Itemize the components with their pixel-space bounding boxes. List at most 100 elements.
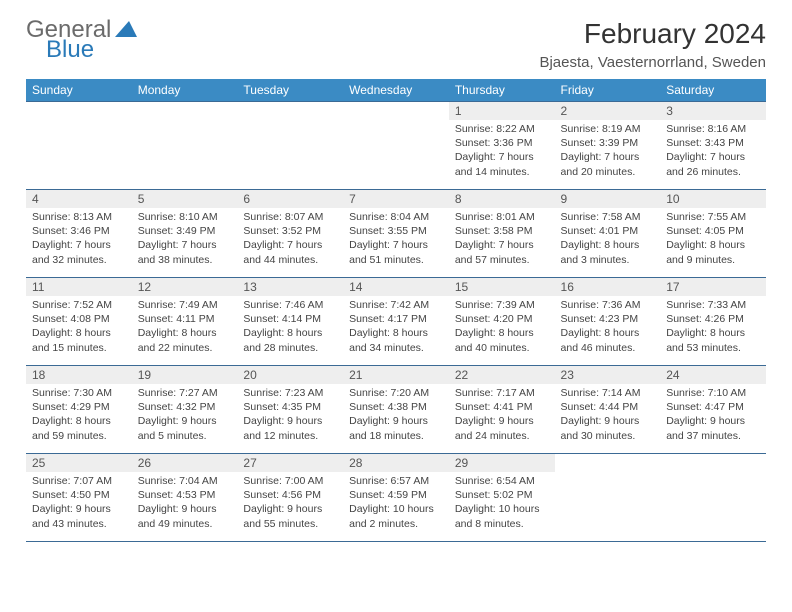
day-details: Sunrise: 6:57 AMSunset: 4:59 PMDaylight:…: [343, 472, 449, 535]
header: General Blue February 2024 Bjaesta, Vaes…: [26, 18, 766, 71]
day-number: 22: [449, 366, 555, 384]
day-details: Sunrise: 8:16 AMSunset: 3:43 PMDaylight:…: [660, 120, 766, 183]
day-details: Sunrise: 7:27 AMSunset: 4:32 PMDaylight:…: [132, 384, 238, 447]
calendar-cell: 12Sunrise: 7:49 AMSunset: 4:11 PMDayligh…: [132, 278, 238, 366]
day-number: 7: [343, 190, 449, 208]
calendar-cell: 7Sunrise: 8:04 AMSunset: 3:55 PMDaylight…: [343, 190, 449, 278]
calendar-cell: 21Sunrise: 7:20 AMSunset: 4:38 PMDayligh…: [343, 366, 449, 454]
day-number: 18: [26, 366, 132, 384]
day-details: Sunrise: 8:22 AMSunset: 3:36 PMDaylight:…: [449, 120, 555, 183]
calendar-cell: 14Sunrise: 7:42 AMSunset: 4:17 PMDayligh…: [343, 278, 449, 366]
day-number: 13: [237, 278, 343, 296]
calendar-cell-empty: [237, 102, 343, 190]
day-details: Sunrise: 7:14 AMSunset: 4:44 PMDaylight:…: [555, 384, 661, 447]
day-number: 28: [343, 454, 449, 472]
calendar-cell: 23Sunrise: 7:14 AMSunset: 4:44 PMDayligh…: [555, 366, 661, 454]
calendar-cell: 8Sunrise: 8:01 AMSunset: 3:58 PMDaylight…: [449, 190, 555, 278]
calendar-row: 25Sunrise: 7:07 AMSunset: 4:50 PMDayligh…: [26, 454, 766, 542]
day-details: Sunrise: 7:17 AMSunset: 4:41 PMDaylight:…: [449, 384, 555, 447]
day-details: Sunrise: 7:52 AMSunset: 4:08 PMDaylight:…: [26, 296, 132, 359]
day-number: 5: [132, 190, 238, 208]
day-number: 21: [343, 366, 449, 384]
calendar-cell-empty: [660, 454, 766, 542]
day-details: Sunrise: 6:54 AMSunset: 5:02 PMDaylight:…: [449, 472, 555, 535]
day-details: Sunrise: 8:07 AMSunset: 3:52 PMDaylight:…: [237, 208, 343, 271]
calendar-cell: 5Sunrise: 8:10 AMSunset: 3:49 PMDaylight…: [132, 190, 238, 278]
weekday-header: Thursday: [449, 79, 555, 102]
calendar-table: SundayMondayTuesdayWednesdayThursdayFrid…: [26, 79, 766, 542]
calendar-cell: 10Sunrise: 7:55 AMSunset: 4:05 PMDayligh…: [660, 190, 766, 278]
day-number: 10: [660, 190, 766, 208]
day-details: Sunrise: 8:04 AMSunset: 3:55 PMDaylight:…: [343, 208, 449, 271]
calendar-row: 18Sunrise: 7:30 AMSunset: 4:29 PMDayligh…: [26, 366, 766, 454]
weekday-header: Tuesday: [237, 79, 343, 102]
day-number: 12: [132, 278, 238, 296]
day-details: Sunrise: 7:46 AMSunset: 4:14 PMDaylight:…: [237, 296, 343, 359]
calendar-cell: 15Sunrise: 7:39 AMSunset: 4:20 PMDayligh…: [449, 278, 555, 366]
day-details: Sunrise: 7:36 AMSunset: 4:23 PMDaylight:…: [555, 296, 661, 359]
location: Bjaesta, Vaesternorrland, Sweden: [539, 54, 766, 71]
title-block: February 2024 Bjaesta, Vaesternorrland, …: [539, 18, 766, 71]
calendar-cell: 29Sunrise: 6:54 AMSunset: 5:02 PMDayligh…: [449, 454, 555, 542]
calendar-row: 11Sunrise: 7:52 AMSunset: 4:08 PMDayligh…: [26, 278, 766, 366]
day-number: 3: [660, 102, 766, 120]
logo-triangle-icon: [115, 19, 137, 40]
calendar-cell-empty: [132, 102, 238, 190]
calendar-row: 1Sunrise: 8:22 AMSunset: 3:36 PMDaylight…: [26, 102, 766, 190]
day-number: 2: [555, 102, 661, 120]
day-details: Sunrise: 7:58 AMSunset: 4:01 PMDaylight:…: [555, 208, 661, 271]
calendar-cell: 6Sunrise: 8:07 AMSunset: 3:52 PMDaylight…: [237, 190, 343, 278]
logo-word2: Blue: [26, 38, 137, 62]
day-details: Sunrise: 8:13 AMSunset: 3:46 PMDaylight:…: [26, 208, 132, 271]
month-title: February 2024: [539, 18, 766, 50]
weekday-header: Monday: [132, 79, 238, 102]
day-details: Sunrise: 8:10 AMSunset: 3:49 PMDaylight:…: [132, 208, 238, 271]
calendar-cell: 1Sunrise: 8:22 AMSunset: 3:36 PMDaylight…: [449, 102, 555, 190]
calendar-row: 4Sunrise: 8:13 AMSunset: 3:46 PMDaylight…: [26, 190, 766, 278]
calendar-cell: 4Sunrise: 8:13 AMSunset: 3:46 PMDaylight…: [26, 190, 132, 278]
day-details: Sunrise: 7:00 AMSunset: 4:56 PMDaylight:…: [237, 472, 343, 535]
calendar-cell: 16Sunrise: 7:36 AMSunset: 4:23 PMDayligh…: [555, 278, 661, 366]
calendar-body: 1Sunrise: 8:22 AMSunset: 3:36 PMDaylight…: [26, 102, 766, 542]
weekday-header-row: SundayMondayTuesdayWednesdayThursdayFrid…: [26, 79, 766, 102]
day-details: Sunrise: 8:01 AMSunset: 3:58 PMDaylight:…: [449, 208, 555, 271]
day-number: 24: [660, 366, 766, 384]
day-number: 26: [132, 454, 238, 472]
day-number: 9: [555, 190, 661, 208]
calendar-cell: 25Sunrise: 7:07 AMSunset: 4:50 PMDayligh…: [26, 454, 132, 542]
calendar-cell: 9Sunrise: 7:58 AMSunset: 4:01 PMDaylight…: [555, 190, 661, 278]
calendar-cell: 24Sunrise: 7:10 AMSunset: 4:47 PMDayligh…: [660, 366, 766, 454]
logo: General Blue: [26, 18, 137, 62]
calendar-cell: 11Sunrise: 7:52 AMSunset: 4:08 PMDayligh…: [26, 278, 132, 366]
calendar-cell: 2Sunrise: 8:19 AMSunset: 3:39 PMDaylight…: [555, 102, 661, 190]
day-number: 6: [237, 190, 343, 208]
calendar-cell: 19Sunrise: 7:27 AMSunset: 4:32 PMDayligh…: [132, 366, 238, 454]
day-details: Sunrise: 7:39 AMSunset: 4:20 PMDaylight:…: [449, 296, 555, 359]
day-details: Sunrise: 7:33 AMSunset: 4:26 PMDaylight:…: [660, 296, 766, 359]
weekday-header: Wednesday: [343, 79, 449, 102]
day-number: 14: [343, 278, 449, 296]
calendar-cell-empty: [343, 102, 449, 190]
day-number: 23: [555, 366, 661, 384]
calendar-cell: 18Sunrise: 7:30 AMSunset: 4:29 PMDayligh…: [26, 366, 132, 454]
day-number: 29: [449, 454, 555, 472]
calendar-cell: 13Sunrise: 7:46 AMSunset: 4:14 PMDayligh…: [237, 278, 343, 366]
calendar-cell-empty: [26, 102, 132, 190]
calendar-cell-empty: [555, 454, 661, 542]
day-details: Sunrise: 7:20 AMSunset: 4:38 PMDaylight:…: [343, 384, 449, 447]
day-number: 11: [26, 278, 132, 296]
day-number: 20: [237, 366, 343, 384]
day-number: 8: [449, 190, 555, 208]
day-details: Sunrise: 7:49 AMSunset: 4:11 PMDaylight:…: [132, 296, 238, 359]
calendar-cell: 20Sunrise: 7:23 AMSunset: 4:35 PMDayligh…: [237, 366, 343, 454]
day-details: Sunrise: 7:55 AMSunset: 4:05 PMDaylight:…: [660, 208, 766, 271]
weekday-header: Saturday: [660, 79, 766, 102]
day-number: 16: [555, 278, 661, 296]
day-details: Sunrise: 7:42 AMSunset: 4:17 PMDaylight:…: [343, 296, 449, 359]
calendar-cell: 22Sunrise: 7:17 AMSunset: 4:41 PMDayligh…: [449, 366, 555, 454]
day-details: Sunrise: 7:07 AMSunset: 4:50 PMDaylight:…: [26, 472, 132, 535]
day-details: Sunrise: 7:10 AMSunset: 4:47 PMDaylight:…: [660, 384, 766, 447]
weekday-header: Sunday: [26, 79, 132, 102]
day-number: 27: [237, 454, 343, 472]
calendar-cell: 17Sunrise: 7:33 AMSunset: 4:26 PMDayligh…: [660, 278, 766, 366]
